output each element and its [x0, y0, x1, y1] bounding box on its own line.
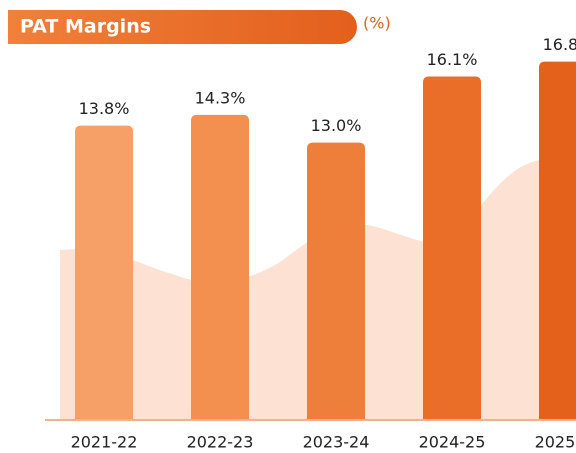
x-tick-label: 2022-23 [187, 433, 254, 452]
bar [423, 76, 481, 421]
x-tick-label: 2025-26 [535, 433, 576, 452]
value-label: 16.1% [427, 50, 478, 69]
x-tick-label: 2023-24 [303, 433, 370, 452]
chart-title: PAT Margins [20, 16, 151, 38]
title-banner [8, 10, 357, 44]
bar [307, 142, 365, 420]
unit-label: (%) [363, 14, 391, 33]
bar [191, 114, 249, 420]
value-label: 14.3% [195, 88, 246, 107]
value-label: 13.8% [79, 99, 130, 118]
bar [539, 61, 576, 420]
x-tick-label: 2021-22 [71, 433, 138, 452]
value-label: 13.0% [311, 116, 362, 135]
value-label: 16.8% [543, 35, 576, 54]
x-tick-label: 2024-25 [419, 433, 486, 452]
bar [75, 125, 133, 420]
